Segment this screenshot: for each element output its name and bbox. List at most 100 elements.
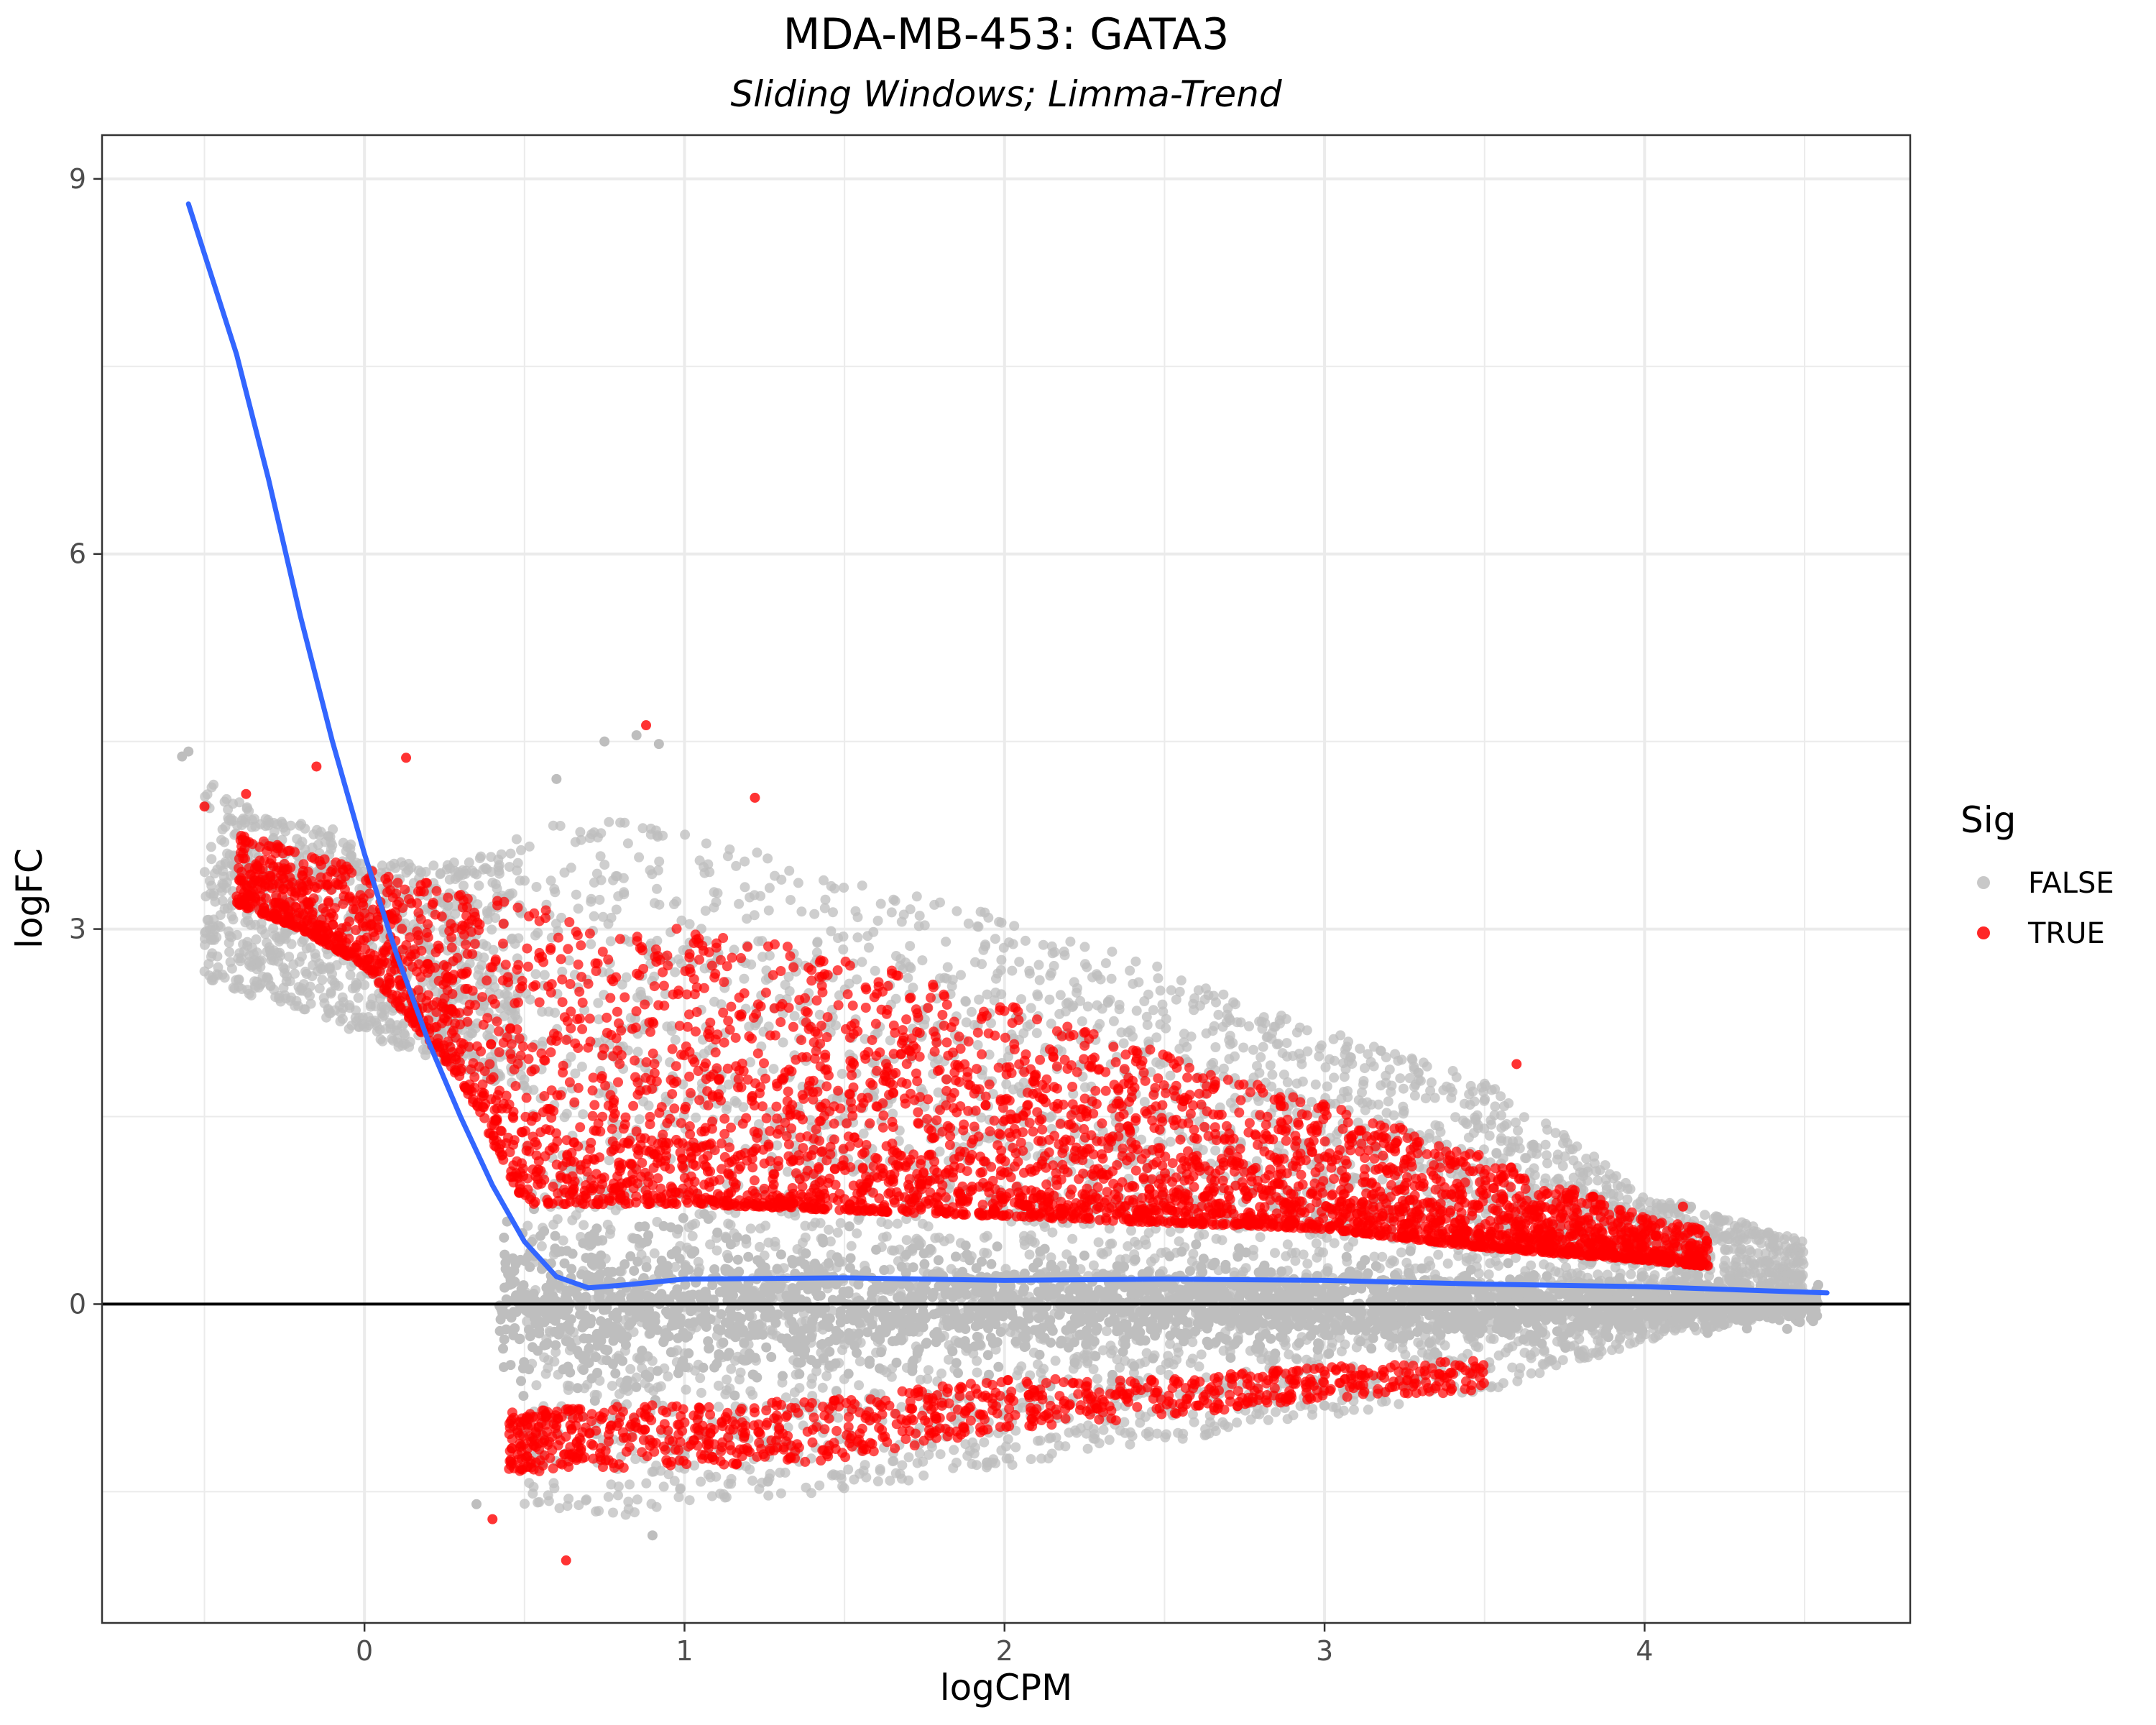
data-point [1163, 1351, 1174, 1361]
data-point [826, 926, 837, 937]
data-point [972, 1367, 982, 1378]
data-point [770, 1241, 780, 1251]
data-point [852, 974, 862, 985]
data-point [206, 842, 216, 852]
data-point [763, 1490, 774, 1501]
data-point [317, 975, 328, 985]
data-point [887, 1245, 897, 1256]
data-point [1004, 937, 1015, 948]
data-point [199, 966, 210, 977]
data-point [789, 1011, 800, 1021]
data-point [703, 859, 714, 870]
data-point [300, 1004, 310, 1015]
data-point [482, 906, 492, 916]
data-point [670, 1034, 681, 1045]
data-point [1105, 1340, 1116, 1351]
data-point [1572, 1268, 1583, 1279]
data-point [619, 887, 630, 898]
data-point [1151, 1032, 1162, 1043]
data-point [1093, 1237, 1104, 1248]
data-point [1119, 1417, 1130, 1427]
data-point [614, 1389, 625, 1399]
data-point [658, 1481, 669, 1492]
data-point [734, 1374, 745, 1385]
data-point [1201, 1028, 1212, 1039]
data-point [1593, 1175, 1603, 1186]
data-point [1139, 1097, 1150, 1108]
data-point [290, 968, 300, 979]
data-point [625, 1479, 635, 1490]
data-point [694, 855, 705, 866]
data-point [1335, 1030, 1346, 1041]
data-point [1339, 1072, 1350, 1082]
data-point [286, 939, 297, 949]
data-point [1381, 1108, 1392, 1118]
data-point [1115, 1425, 1125, 1436]
data-point [1020, 935, 1031, 946]
data-point [1270, 1248, 1280, 1259]
data-point [1118, 1038, 1129, 1049]
data-point [328, 824, 338, 834]
data-point [346, 850, 356, 861]
data-point [221, 877, 232, 888]
data-point [673, 954, 684, 965]
data-point [849, 1474, 860, 1485]
data-point [1500, 1347, 1511, 1358]
data-point [1377, 1251, 1388, 1262]
data-point [814, 1480, 825, 1491]
data-point [951, 1458, 962, 1468]
data-point [1165, 1338, 1175, 1349]
data-point [1176, 975, 1187, 986]
data-point [838, 944, 849, 954]
data-point [1046, 941, 1057, 952]
data-point [353, 993, 364, 1003]
data-point [478, 939, 489, 949]
data-point [502, 990, 513, 1001]
data-point [1256, 1052, 1266, 1062]
data-point [923, 1365, 934, 1376]
data-point [718, 1489, 729, 1499]
data-point [673, 1492, 684, 1502]
data-point [1165, 1226, 1176, 1237]
data-point [1329, 1072, 1340, 1083]
data-point [1430, 1120, 1441, 1131]
data-point [1252, 1061, 1262, 1072]
data-point [1760, 1248, 1771, 1259]
data-point [645, 865, 655, 875]
data-point [942, 962, 953, 972]
data-point [1235, 1017, 1246, 1028]
data-point [234, 981, 244, 992]
data-point [1476, 1082, 1487, 1093]
data-point [996, 917, 1007, 928]
data-point [1540, 1173, 1551, 1184]
data-point [812, 937, 823, 948]
data-point [482, 1030, 493, 1041]
data-point [653, 865, 663, 875]
data-point [975, 906, 986, 917]
data-point [1396, 1247, 1406, 1258]
data-point [1390, 1049, 1401, 1059]
data-point [531, 1380, 542, 1391]
data-point [499, 1011, 510, 1021]
data-point [961, 996, 971, 1007]
data-point [1225, 1015, 1235, 1026]
data-point [1238, 1042, 1249, 1053]
data-point [571, 889, 581, 900]
data-point [459, 880, 469, 891]
data-point [516, 845, 526, 855]
data-point [990, 934, 1000, 944]
data-point [885, 1035, 895, 1046]
data-point [983, 912, 994, 923]
data-point [1613, 1191, 1624, 1202]
data-point [213, 920, 224, 931]
data-point [1199, 1229, 1210, 1240]
data-point [1363, 1404, 1373, 1415]
data-point [1263, 1414, 1273, 1425]
data-point [1502, 1136, 1513, 1146]
data-point [800, 1220, 811, 1231]
data-point [852, 1228, 862, 1239]
data-point [1210, 1145, 1221, 1156]
data-point [906, 963, 916, 974]
chart-subtitle: Sliding Windows; Limma-Trend [730, 73, 1281, 115]
